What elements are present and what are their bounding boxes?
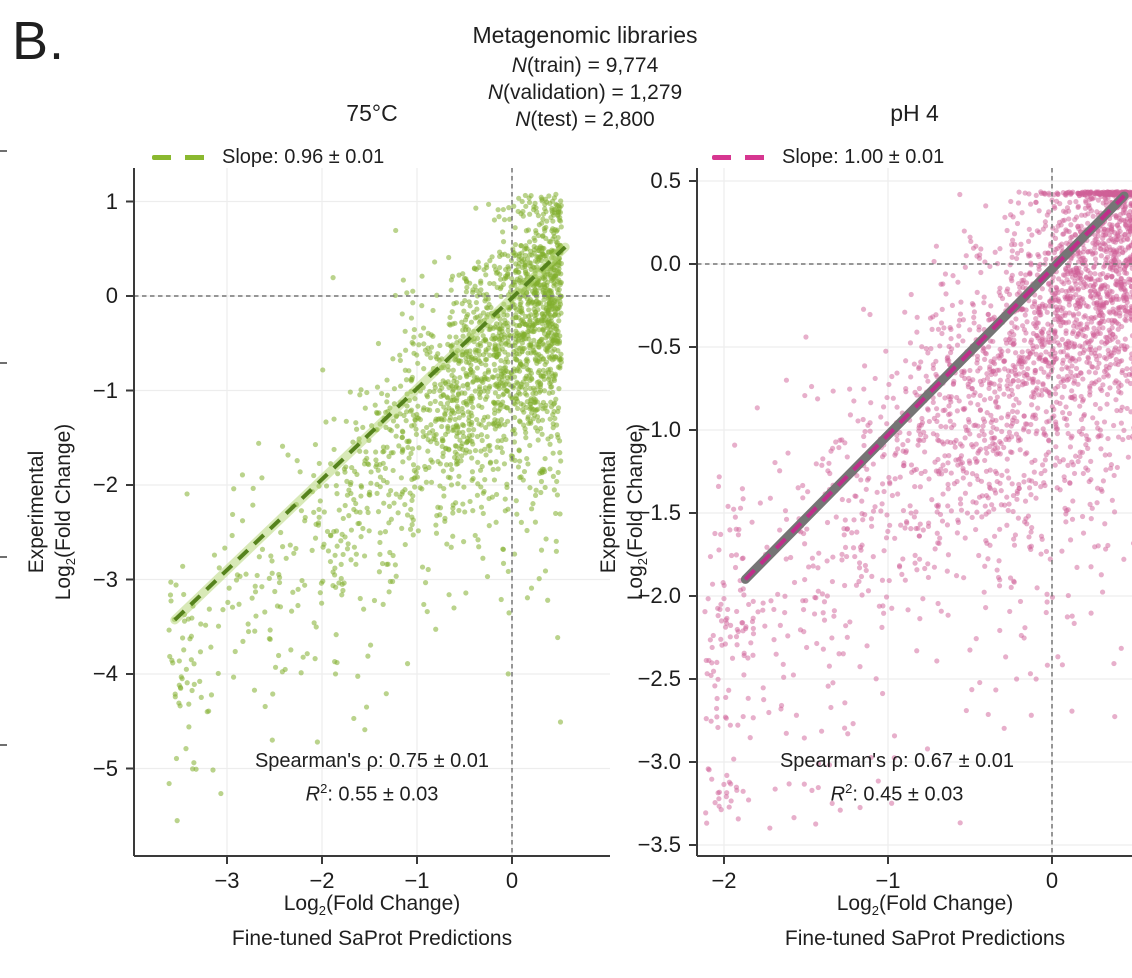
n-train-value: (train) = 9,774	[526, 54, 659, 77]
n-test-line: N(test) = 2,800	[375, 106, 795, 133]
y-tick-label: 0.5	[650, 168, 681, 193]
n-validation-value: (validation) = 1,279	[502, 81, 683, 104]
y-tick-label: −5	[92, 755, 118, 781]
cropped-neighbor-axis-tick	[0, 362, 7, 364]
panel-label: B.	[12, 11, 66, 71]
y-tick-label: −1.0	[637, 417, 681, 442]
y-tick-label: 1	[105, 188, 118, 214]
n-test-symbol: N	[515, 108, 531, 131]
y-tick-label: −3.5	[637, 832, 681, 857]
n-train-symbol: N	[511, 54, 527, 77]
scatter-canvas-75c	[108, 152, 610, 870]
y-tick-label: −3	[92, 566, 118, 592]
y-tick-label: −1.5	[637, 500, 681, 525]
y-tick-label: −2.0	[637, 583, 681, 608]
x-tick-label: −2	[711, 868, 737, 893]
figure-title: Metagenomic libraries	[472, 22, 698, 48]
x-tick-label: 0	[505, 868, 519, 893]
n-validation-symbol: N	[487, 81, 503, 104]
x-tick-label: −1	[404, 868, 430, 893]
cropped-neighbor-axis-tick	[0, 744, 7, 746]
scatter-canvas-ph4	[671, 152, 1132, 870]
cropped-neighbor-axis-tick	[0, 150, 7, 152]
y-tick-label: −2	[92, 472, 118, 497]
stats-75c: Spearman's ρ: 0.75 ± 0.01 R2: 0.55 ± 0.0…	[134, 748, 610, 809]
y-tick-label: −2.5	[637, 666, 681, 691]
y-tick-label: −4	[92, 661, 118, 686]
x-tick-label: −3	[214, 868, 240, 893]
y-tick-label: −1	[92, 377, 118, 403]
spearman-value-ph4: Spearman's ρ: 0.67 ± 0.01	[779, 750, 1015, 772]
x-axis-label-ph4: Log2(Fold Change) Fine-tuned SaProt Pred…	[784, 892, 1066, 951]
r-squared-value-ph4: R2: 0.45 ± 0.03	[830, 781, 964, 806]
y-tick-label: 0.0	[650, 251, 681, 276]
r-squared-value-75c: R2: 0.55 ± 0.03	[305, 781, 439, 806]
x-tick-label: 0	[1045, 868, 1059, 893]
plot-title-75c: 75°C	[346, 100, 398, 126]
n-train-line: N(train) = 9,774	[375, 52, 795, 79]
n-test-value: (test) = 2,800	[530, 108, 655, 131]
stats-ph4: Spearman's ρ: 0.67 ± 0.01 R2: 0.45 ± 0.0…	[697, 748, 1097, 809]
x-axis-label-75c: Log2(Fold Change) Fine-tuned SaProt Pred…	[231, 892, 513, 951]
figure-header: Metagenomic libraries N(train) = 9,774 N…	[375, 22, 795, 133]
y-tick-label: −0.5	[637, 334, 681, 359]
y-axis-label-75c: Experimental Log2(Fold Change)	[25, 423, 79, 601]
y-tick-label: −3.0	[637, 749, 681, 774]
cropped-neighbor-axis-tick	[0, 556, 7, 558]
x-tick-label: −1	[875, 868, 901, 893]
y-tick-label: 0	[105, 283, 118, 308]
plot-title-ph4: pH 4	[890, 100, 939, 126]
spearman-value-75c: Spearman's ρ: 0.75 ± 0.01	[254, 750, 490, 772]
n-validation-line: N(validation) = 1,279	[375, 79, 795, 106]
x-tick-label: −2	[309, 868, 335, 893]
